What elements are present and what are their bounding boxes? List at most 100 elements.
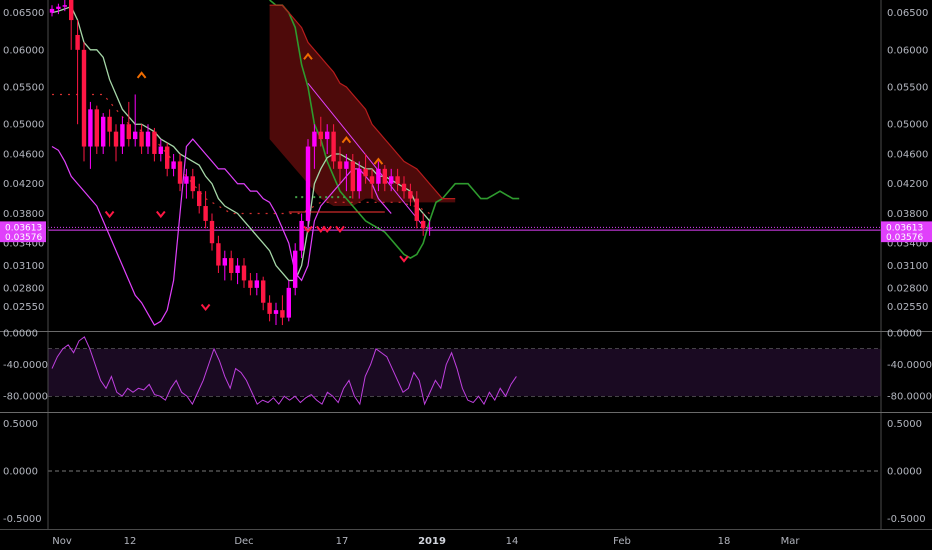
panel-tick-label-left: 0.5000 xyxy=(3,419,38,430)
x-tick-label: Nov xyxy=(52,536,72,547)
price-tag-box xyxy=(881,231,932,243)
candle-body xyxy=(94,109,99,147)
y-tick-label-right: 0.05000 xyxy=(887,120,928,131)
oscillator-panel xyxy=(51,336,517,406)
candle-body xyxy=(152,131,157,154)
candle-body xyxy=(126,124,131,140)
buy-signal-icon xyxy=(373,157,384,165)
price-tag-label: 0.03613 xyxy=(886,223,923,233)
y-tick-label-left: 0.03400 xyxy=(3,239,44,250)
osc-band xyxy=(48,348,881,397)
candle-body xyxy=(62,5,67,7)
panel-tick-label-right: 0.5000 xyxy=(887,419,922,430)
williams-r-line xyxy=(51,336,517,406)
price-tag-box xyxy=(0,221,46,233)
buy-signal-icon xyxy=(341,135,352,144)
candle-body xyxy=(145,131,151,147)
candle-body xyxy=(286,287,291,318)
candle-body xyxy=(337,161,343,169)
y-tick-label-right: 0.04600 xyxy=(887,149,928,160)
cloud-fill xyxy=(269,5,456,207)
y-tick-label-left: 0.05500 xyxy=(3,83,44,94)
price-tag-label: 0.03576 xyxy=(5,233,42,243)
candle-body xyxy=(261,280,266,303)
candle-body xyxy=(203,206,208,221)
price-tag-box xyxy=(881,221,932,233)
x-tick-label: 14 xyxy=(506,536,519,547)
candle-body xyxy=(75,34,80,50)
sell-signal-icon xyxy=(303,225,313,233)
x-tick-label: Dec xyxy=(234,536,253,547)
candle-body xyxy=(427,227,432,229)
candle-body xyxy=(158,146,163,154)
candle-body xyxy=(414,198,419,221)
y-tick-label-right: 0.03800 xyxy=(887,209,928,220)
candle-body xyxy=(305,146,311,221)
candle-body xyxy=(49,8,55,13)
candle-body xyxy=(318,131,323,140)
candle-body xyxy=(293,250,298,288)
y-tick-label-right: 0.04200 xyxy=(887,179,928,190)
y-tick-label-right: 0.05500 xyxy=(887,83,928,94)
candle-body xyxy=(101,116,106,147)
buy-signal-icon xyxy=(303,52,313,60)
y-tick-label-left: 0.04600 xyxy=(3,149,44,160)
x-tick-label: Mar xyxy=(781,536,801,547)
sell-signal-icon xyxy=(322,225,332,233)
candle-body xyxy=(331,131,336,162)
y-tick-label-right: 0.03400 xyxy=(887,239,928,250)
candle-body xyxy=(216,243,221,266)
x-tick-label: 18 xyxy=(718,536,731,547)
candle-body xyxy=(81,49,87,147)
y-tick-label-right: 0.03100 xyxy=(887,261,928,272)
candle-body xyxy=(139,131,144,147)
candle-body xyxy=(273,310,279,314)
panel-tick-label-right: -0.5000 xyxy=(887,514,926,525)
candle-body xyxy=(408,191,413,199)
osc-tick-label-right: 0.0000 xyxy=(887,329,922,340)
osc-tick-label-right: -40.0000 xyxy=(887,360,932,371)
price-tag-left: 0.03613 xyxy=(0,221,46,233)
price-tag-label: 0.03576 xyxy=(886,233,923,243)
y-tick-label-left: 0.04200 xyxy=(3,179,44,190)
panel-tick-label-right: 0.0000 xyxy=(887,467,922,478)
candle-body xyxy=(369,176,375,184)
y-tick-label-left: 0.02550 xyxy=(3,302,44,313)
candle-body xyxy=(382,168,387,184)
kijun-line xyxy=(52,93,430,215)
candle-body xyxy=(133,131,138,140)
tenkan-line xyxy=(51,5,431,282)
candlesticks[interactable] xyxy=(49,0,432,326)
y-tick-label-left: 0.06500 xyxy=(3,8,44,19)
y-tick-label-right: 0.02550 xyxy=(887,302,928,313)
candle-body xyxy=(280,310,285,318)
candle-body xyxy=(235,265,240,273)
y-tick-label-right: 0.02800 xyxy=(887,283,928,294)
candle-body xyxy=(254,280,259,288)
signal-markers xyxy=(104,52,409,312)
price-tag-right: 0.03576 xyxy=(881,231,932,243)
y-tick-label-left: 0.02800 xyxy=(3,283,44,294)
y-tick-label-right: 0.06000 xyxy=(887,45,928,56)
buy-signal-icon xyxy=(136,71,147,79)
panel-tick-label-left: -0.5000 xyxy=(3,514,42,525)
candle-body xyxy=(209,220,215,244)
osc-tick-label-right: -80.0000 xyxy=(887,392,932,403)
candle-body xyxy=(69,0,74,21)
senkou-span-a xyxy=(269,0,520,260)
candle-body xyxy=(184,176,189,184)
candle-body xyxy=(177,161,183,184)
candle-body xyxy=(344,161,349,169)
candle-body xyxy=(88,109,93,147)
candle-body xyxy=(363,168,368,177)
sell-signal-icon xyxy=(156,210,166,219)
x-tick-label: Feb xyxy=(613,536,631,547)
sell-signal-icon xyxy=(104,210,115,219)
price-tag-label: 0.03613 xyxy=(5,223,42,233)
sell-signal-icon xyxy=(399,255,409,263)
candle-body xyxy=(267,302,272,314)
osc-tick-label-left: 0.0000 xyxy=(3,329,38,340)
candle-body xyxy=(357,168,362,192)
